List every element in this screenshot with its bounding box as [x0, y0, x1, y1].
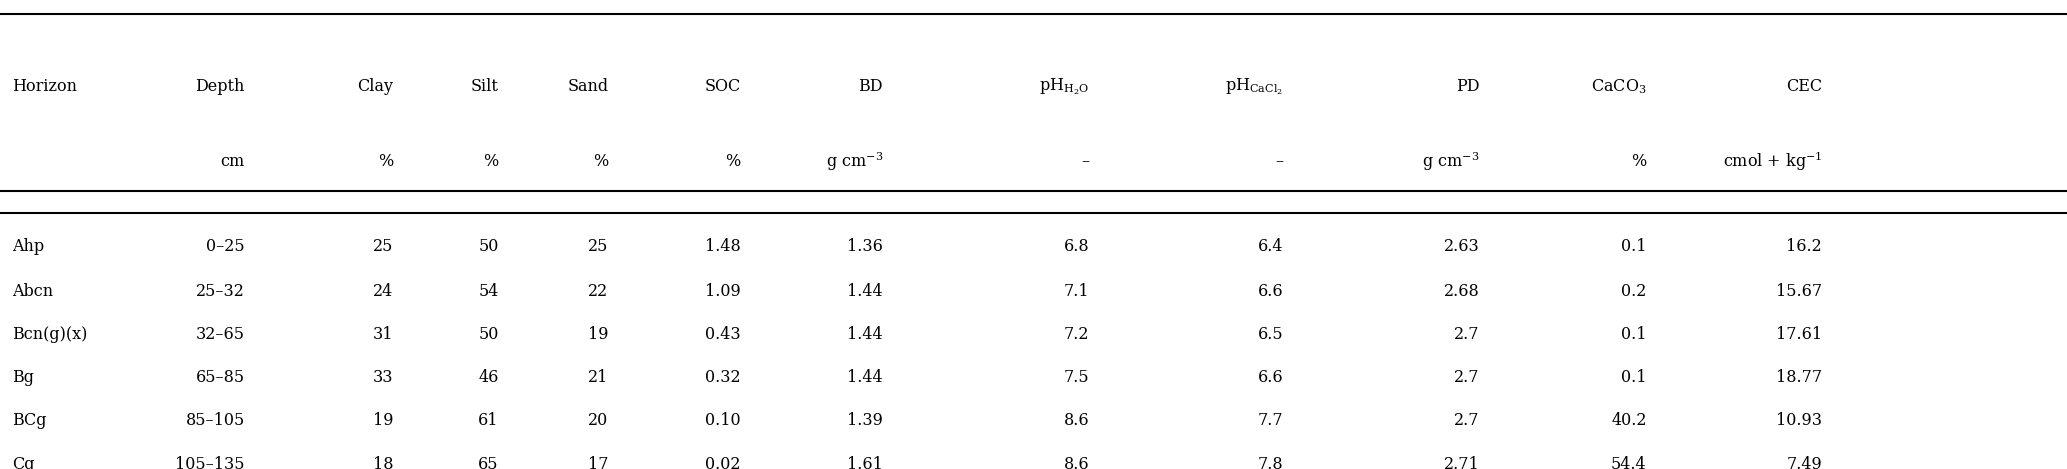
Text: 18: 18: [372, 456, 393, 469]
Text: 7.1: 7.1: [1065, 283, 1089, 300]
Text: 0–25: 0–25: [207, 238, 246, 256]
Text: PD: PD: [1455, 78, 1480, 95]
Text: 1.39: 1.39: [847, 412, 883, 429]
Text: pH$_{\mathregular{CaCl_2}}$: pH$_{\mathregular{CaCl_2}}$: [1226, 76, 1284, 97]
Text: 1.44: 1.44: [847, 326, 883, 343]
Text: –: –: [1081, 153, 1089, 170]
Text: 65–85: 65–85: [196, 369, 246, 386]
Text: Clay: Clay: [358, 78, 393, 95]
Text: 31: 31: [372, 326, 393, 343]
Text: 17.61: 17.61: [1776, 326, 1821, 343]
Text: 6.6: 6.6: [1257, 369, 1284, 386]
Text: 40.2: 40.2: [1610, 412, 1647, 429]
Text: 7.2: 7.2: [1065, 326, 1089, 343]
Text: 0.43: 0.43: [705, 326, 740, 343]
Text: 16.2: 16.2: [1786, 238, 1821, 256]
Text: 6.8: 6.8: [1065, 238, 1089, 256]
Text: 17: 17: [587, 456, 608, 469]
Text: BD: BD: [858, 78, 883, 95]
Text: Silt: Silt: [471, 78, 498, 95]
Text: 65: 65: [477, 456, 498, 469]
Text: 2.7: 2.7: [1453, 412, 1480, 429]
Text: 2.71: 2.71: [1443, 456, 1480, 469]
Text: %: %: [484, 153, 498, 170]
Text: 1.09: 1.09: [705, 283, 740, 300]
Text: 0.10: 0.10: [705, 412, 740, 429]
Text: 32–65: 32–65: [196, 326, 246, 343]
Text: %: %: [378, 153, 393, 170]
Text: 7.5: 7.5: [1065, 369, 1089, 386]
Text: 0.1: 0.1: [1621, 238, 1647, 256]
Text: 15.67: 15.67: [1776, 283, 1821, 300]
Text: 2.7: 2.7: [1453, 369, 1480, 386]
Text: BCg: BCg: [12, 412, 45, 429]
Text: 1.44: 1.44: [847, 369, 883, 386]
Text: 54.4: 54.4: [1610, 456, 1647, 469]
Text: CEC: CEC: [1786, 78, 1821, 95]
Text: 18.77: 18.77: [1776, 369, 1821, 386]
Text: CaCO$_{\mathregular{3}}$: CaCO$_{\mathregular{3}}$: [1592, 77, 1647, 96]
Text: cmol + kg$^{\mathregular{-1}}$: cmol + kg$^{\mathregular{-1}}$: [1722, 150, 1821, 173]
Text: 8.6: 8.6: [1065, 456, 1089, 469]
Text: Bg: Bg: [12, 369, 33, 386]
Text: 50: 50: [477, 238, 498, 256]
Text: 22: 22: [587, 283, 608, 300]
Text: SOC: SOC: [705, 78, 740, 95]
Text: 0.1: 0.1: [1621, 326, 1647, 343]
Text: cm: cm: [221, 153, 246, 170]
Text: 0.1: 0.1: [1621, 369, 1647, 386]
Text: 54: 54: [477, 283, 498, 300]
Text: –: –: [1275, 153, 1284, 170]
Text: 2.63: 2.63: [1443, 238, 1480, 256]
Text: 7.8: 7.8: [1257, 456, 1284, 469]
Text: 25: 25: [374, 238, 393, 256]
Text: Sand: Sand: [566, 78, 608, 95]
Text: 21: 21: [587, 369, 608, 386]
Text: 19: 19: [587, 326, 608, 343]
Text: %: %: [726, 153, 740, 170]
Text: 7.49: 7.49: [1786, 456, 1821, 469]
Text: 8.6: 8.6: [1065, 412, 1089, 429]
Text: Depth: Depth: [196, 78, 246, 95]
Text: 1.48: 1.48: [705, 238, 740, 256]
Text: 6.5: 6.5: [1257, 326, 1284, 343]
Text: %: %: [1631, 153, 1647, 170]
Text: 33: 33: [372, 369, 393, 386]
Text: 1.61: 1.61: [847, 456, 883, 469]
Text: pH$_{\mathregular{H_2O}}$: pH$_{\mathregular{H_2O}}$: [1040, 76, 1089, 97]
Text: 25–32: 25–32: [196, 283, 246, 300]
Text: 25: 25: [587, 238, 608, 256]
Text: Abcn: Abcn: [12, 283, 54, 300]
Text: 0.02: 0.02: [705, 456, 740, 469]
Text: Ahp: Ahp: [12, 238, 43, 256]
Text: Cg: Cg: [12, 456, 35, 469]
Text: g cm$^{\mathregular{-3}}$: g cm$^{\mathregular{-3}}$: [1422, 150, 1480, 173]
Text: 6.4: 6.4: [1259, 238, 1284, 256]
Text: 24: 24: [374, 283, 393, 300]
Text: 0.2: 0.2: [1621, 283, 1647, 300]
Text: 50: 50: [477, 326, 498, 343]
Text: 19: 19: [372, 412, 393, 429]
Text: 10.93: 10.93: [1776, 412, 1821, 429]
Text: 0.32: 0.32: [705, 369, 740, 386]
Text: 1.44: 1.44: [847, 283, 883, 300]
Text: Horizon: Horizon: [12, 78, 76, 95]
Text: 61: 61: [477, 412, 498, 429]
Text: %: %: [593, 153, 608, 170]
Text: 85–105: 85–105: [186, 412, 246, 429]
Text: 1.36: 1.36: [847, 238, 883, 256]
Text: Bcn(g)(x): Bcn(g)(x): [12, 326, 87, 343]
Text: g cm$^{\mathregular{-3}}$: g cm$^{\mathregular{-3}}$: [825, 150, 883, 173]
Text: 6.6: 6.6: [1257, 283, 1284, 300]
Text: 105–135: 105–135: [176, 456, 246, 469]
Text: 7.7: 7.7: [1257, 412, 1284, 429]
Text: 2.7: 2.7: [1453, 326, 1480, 343]
Text: 2.68: 2.68: [1443, 283, 1480, 300]
Text: 46: 46: [477, 369, 498, 386]
Text: 20: 20: [587, 412, 608, 429]
